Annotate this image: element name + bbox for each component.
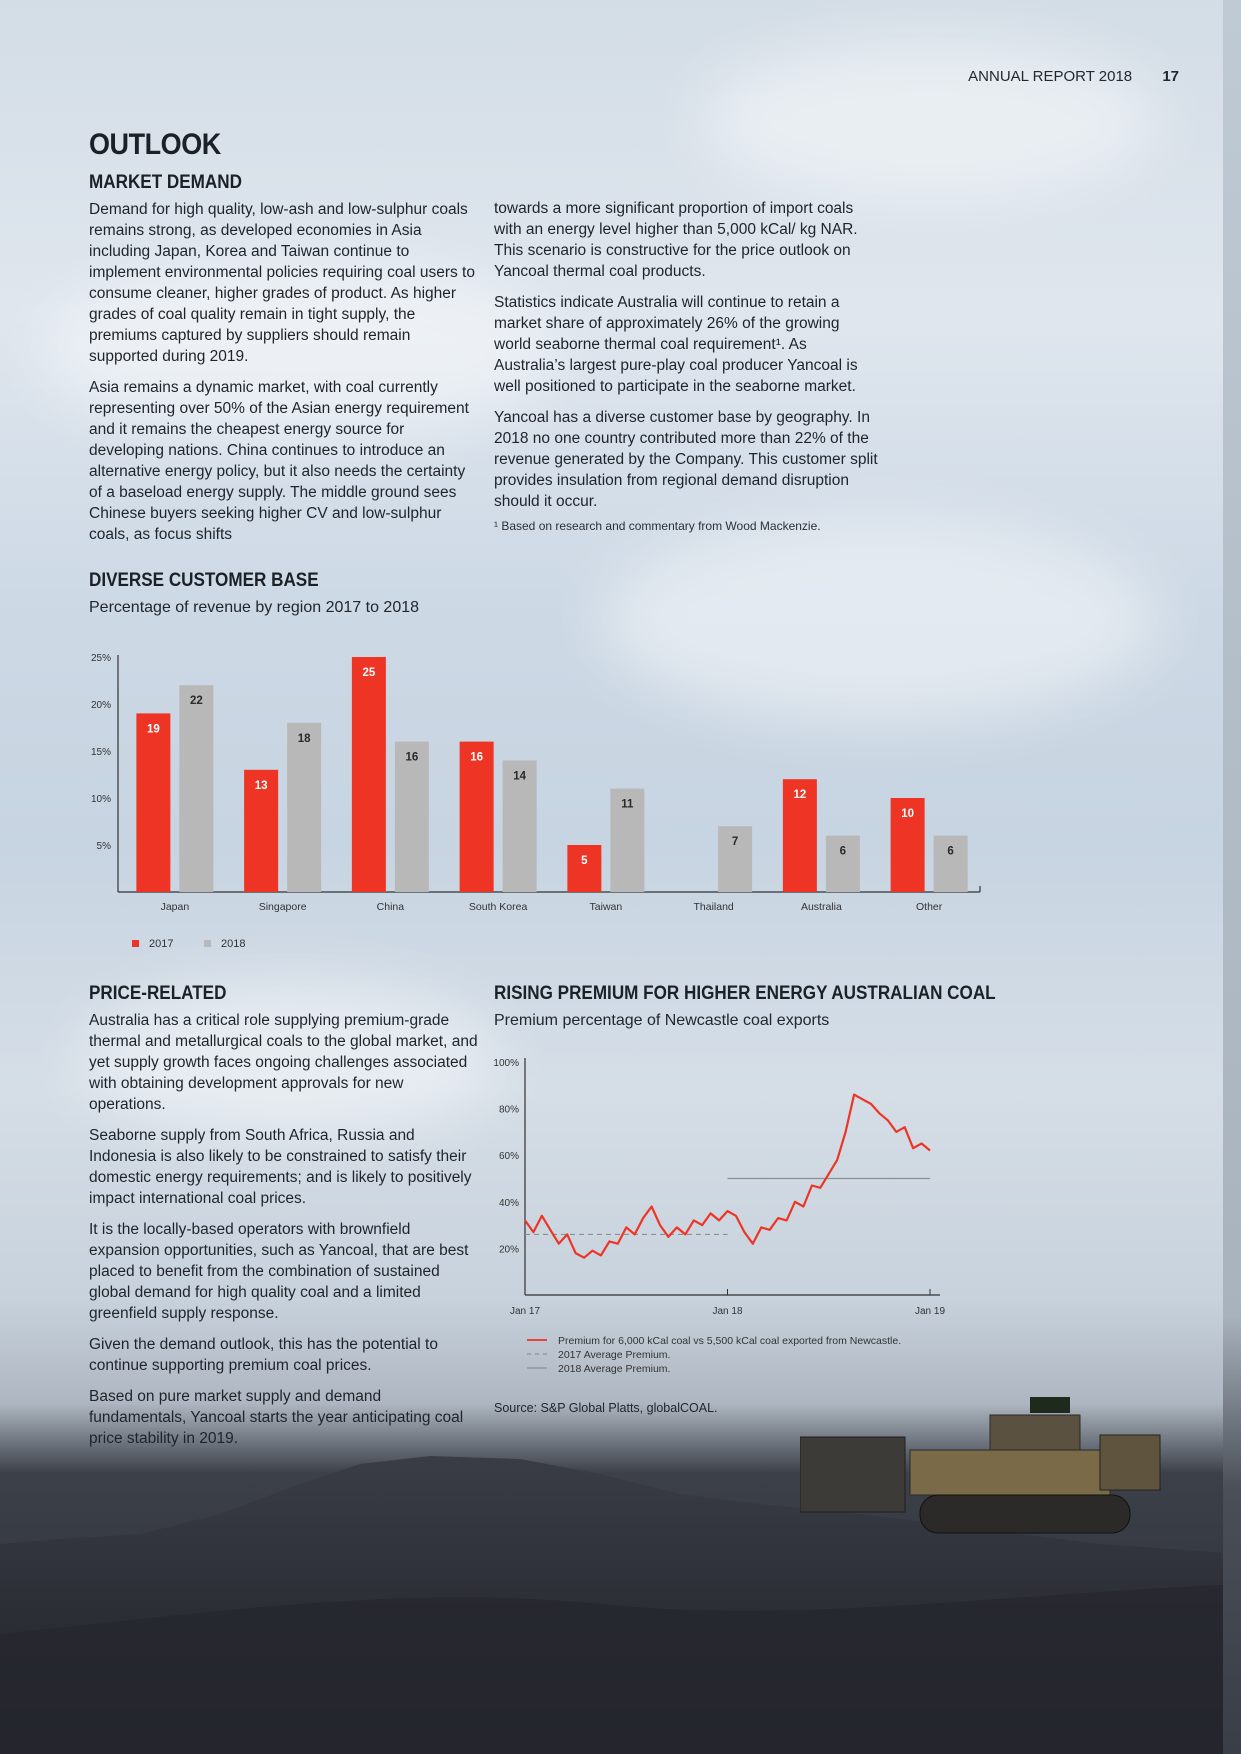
bar-2018 [287,722,322,892]
paragraph: towards a more significant proportion of… [494,200,858,280]
cloud-decoration [600,520,1160,720]
bar-2018 [610,788,645,892]
y-tick-label: 60% [499,1151,519,1162]
page-number: 17 [1162,68,1179,85]
bar-value-label: 7 [732,836,738,848]
premium-line-chart: 20% 40% 60% 80% 100% Jan 17 Jan 18 Jan 19 Premiu… [493,1058,945,1375]
paragraph: Asia remains a dynamic market, with coal… [89,379,469,543]
y-tick-label: 5% [97,841,112,852]
x-tick-label: Jan 18 [712,1306,742,1317]
bar-2018 [825,835,860,892]
bar-2018 [179,685,214,892]
paragraph: It is the locally-based operators with b… [89,1221,469,1322]
y-tick-label: 40% [499,1198,519,1209]
bar-2017 [136,713,171,892]
x-tick-label: South Korea [469,901,528,913]
bar-value-label: 13 [255,780,268,792]
paragraph: Seaborne supply from South Africa, Russi… [89,1127,472,1207]
bar-value-label: 14 [513,770,526,782]
bar-value-label: 6 [840,846,846,858]
x-tick-label: Other [916,901,943,913]
paragraph: Demand for high quality, low-ash and low… [89,201,475,365]
paragraph: Based on pure market supply and demand f… [89,1388,464,1447]
running-header: ANNUAL REPORT 2018 17 [968,68,1179,85]
page-title: OUTLOOK [89,128,221,161]
x-tick-label: Taiwan [590,901,623,913]
cloud-decoration [80,980,500,1140]
y-tick-label: 10% [91,794,111,805]
x-tick-label: Thailand [693,901,733,913]
bulldozer-image [800,1397,1161,1534]
legend-label: Premium for 6,000 kCal coal vs 5,500 kCa… [558,1335,901,1347]
bar-2018 [718,826,753,892]
legend-label: 2018 [221,938,245,950]
bar-value-label: 19 [147,723,160,735]
cloud-decoration [40,260,560,440]
premium-series-line [524,1093,931,1259]
legend-swatch [204,940,211,947]
paragraph: Given the demand outlook, this has the p… [89,1336,438,1374]
bar-2018 [394,741,429,892]
bar-value-label: 25 [362,667,375,679]
report-title: ANNUAL REPORT 2018 [968,68,1133,85]
customer-base-heading-block: DIVERSE CUSTOMER BASE [89,570,344,592]
cloud-decoration [700,40,1160,200]
legend-swatch [132,940,139,947]
x-tick-label: China [377,901,405,913]
bar-value-label: 22 [190,695,203,707]
bar-2017 [351,657,386,892]
premium-subtitle: Premium percentage of Newcastle coal exp… [494,1012,830,1029]
customer-base-subtitle: Percentage of revenue by region 2017 to … [89,599,420,616]
market-demand-right-column: towards a more significant proportion of… [494,198,879,534]
paragraph: Statistics indicate Australia will conti… [494,294,858,395]
revenue-by-region-chart: 5% 10% 15% 20% 25% Japan 19 22 Singapore 13 18 Chin… [91,653,981,950]
bar-2017 [244,769,279,892]
y-tick-label: 25% [91,653,111,664]
paragraph: Yancoal has a diverse customer base by g… [494,409,878,510]
price-related-heading: PRICE-RELATED [89,983,227,1004]
y-tick-label: 15% [91,747,111,758]
premium-heading-block: RISING PREMIUM FOR HIGHER ENERGY AUSTRAL… [494,983,1051,1005]
bar-2017 [890,798,925,892]
customer-base-heading: DIVERSE CUSTOMER BASE [89,570,319,591]
legend-label: 2017 [149,938,173,950]
bar-value-label: 12 [793,789,806,801]
legend-label: 2018 Average Premium. [558,1363,670,1375]
bar-2017 [567,845,602,892]
price-related-column: PRICE-RELATED Australia has a critical r… [89,983,479,1459]
paragraph: Australia has a critical role supplying … [89,1012,478,1113]
y-tick-label: 100% [493,1058,519,1069]
x-tick-label: Jan 19 [915,1306,945,1317]
bar-value-label: 18 [298,733,311,745]
bar-value-label: 5 [581,855,588,867]
bar-2018 [933,835,968,892]
market-demand-left-column: MARKET DEMAND Demand for high quality, l… [89,172,479,555]
premium-heading: RISING PREMIUM FOR HIGHER ENERGY AUSTRAL… [494,983,996,1004]
x-tick-label: Japan [161,901,190,913]
y-tick-label: 20% [91,700,111,711]
x-tick-label: Singapore [259,901,307,913]
bar-2017 [782,779,817,892]
y-tick-label: 80% [499,1105,519,1116]
x-tick-label: Australia [801,901,842,913]
bar-2017 [459,741,494,892]
bar-value-label: 10 [901,808,914,820]
bar-2018 [502,760,537,892]
bar-value-label: 16 [405,752,418,764]
bar-value-label: 16 [470,752,483,764]
footnote: ¹ Based on research and commentary from … [494,519,821,533]
bar-value-label: 6 [947,846,953,858]
bar-value-label: 11 [621,799,634,811]
x-tick-label: Jan 17 [510,1306,540,1317]
market-demand-heading: MARKET DEMAND [89,172,242,193]
chart-source: Source: S&P Global Platts, globalCOAL. [494,1401,718,1415]
legend-label: 2017 Average Premium. [558,1349,670,1361]
y-tick-label: 20% [499,1244,519,1255]
page-edge-strip [1223,0,1241,1754]
